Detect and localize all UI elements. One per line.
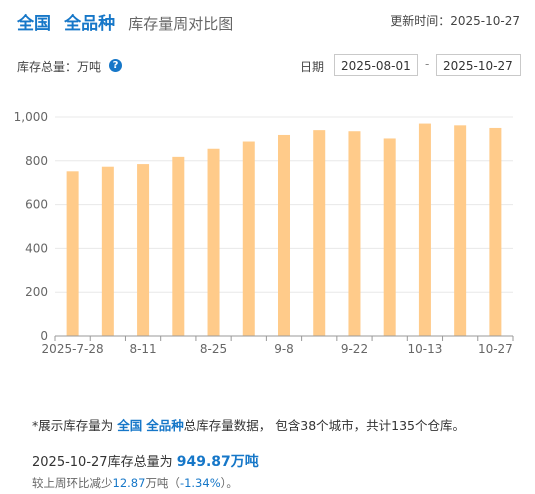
change-unit: 万吨（ [145,476,180,490]
y-tick-label: 1,000 [14,110,48,124]
total-value: 949.87万吨 [176,454,259,470]
change-value: 12.87 [112,476,146,490]
y-tick-label: 0 [40,329,48,343]
change-close: ）。 [220,476,238,490]
date-start-input[interactable]: 2025-08-01 [334,54,418,76]
y-tick-label: 600 [25,198,48,212]
bar [313,130,326,336]
total-summary: 2025-10-27库存总量为 949.87万吨 [32,451,259,471]
bar [66,171,79,336]
bar [489,127,502,336]
note-variety: 全品种 [146,418,184,433]
change-prefix: 较上周环比减少 [32,476,113,490]
unit-label: 库存总量：万吨 [17,60,102,74]
bar [207,148,220,336]
weekly-change: 较上周环比减少12.87万吨（-1.34%）。 [32,475,238,491]
date-end-input[interactable]: 2025-10-27 [436,54,521,76]
help-icon[interactable]: ? [109,59,122,72]
chart-subtitle: 库存量周对比图 [128,15,234,33]
x-tick-label: 10-27 [478,342,513,356]
bar [242,141,255,336]
y-tick-label: 200 [25,285,48,299]
data-note: *展示库存量为 全国 全品种总库存量数据， 包含38个城市，共计135个仓库。 [32,415,465,434]
total-date: 2025-10-27 [32,455,108,470]
region-title: 全国 [17,14,51,34]
variety-title: 全品种 [64,14,116,34]
note-region: 全国 [117,418,143,433]
y-tick-label: 400 [25,241,48,255]
x-tick-label: 9-22 [341,342,368,356]
bar [454,125,467,337]
update-time-value: 2025-10-27 [450,14,520,28]
bar [383,138,396,336]
bar [137,164,150,336]
bar [348,131,361,336]
change-pct: -1.34% [179,476,221,490]
x-tick-label: 8-25 [200,342,227,356]
x-tick-label: 8-11 [129,342,156,356]
bar [418,123,431,336]
note-prefix: *展示库存量为 [32,418,114,433]
bar [278,134,290,336]
date-label: 日期 [300,60,325,74]
x-tick-label: 10-13 [407,342,442,356]
total-label: 库存总量为 [107,455,173,470]
note-suffix: 总库存量数据， 包含38个城市，共计135个仓库。 [183,418,466,433]
update-time: 更新时间：2025-10-27 [390,12,520,29]
page-title: 全国 全品种 库存量周对比图 [17,9,233,34]
axes: 0 200 400 600 800 1,000 2025-7-28 8-11 8-25 9-8 9-… [14,110,514,356]
date-separator: - [425,57,430,71]
bar [101,166,114,336]
x-tick-label: 9-8 [274,342,294,356]
bars [66,123,502,337]
bar [172,156,185,336]
y-tick-label: 800 [25,154,48,168]
inventory-bar-chart: 0 200 400 600 800 1,000 2025-7-28 8-11 8-25 9-8 9-… [14,110,514,356]
x-tick-label: 2025-7-28 [42,342,104,356]
update-time-label: 更新时间： [390,14,451,28]
